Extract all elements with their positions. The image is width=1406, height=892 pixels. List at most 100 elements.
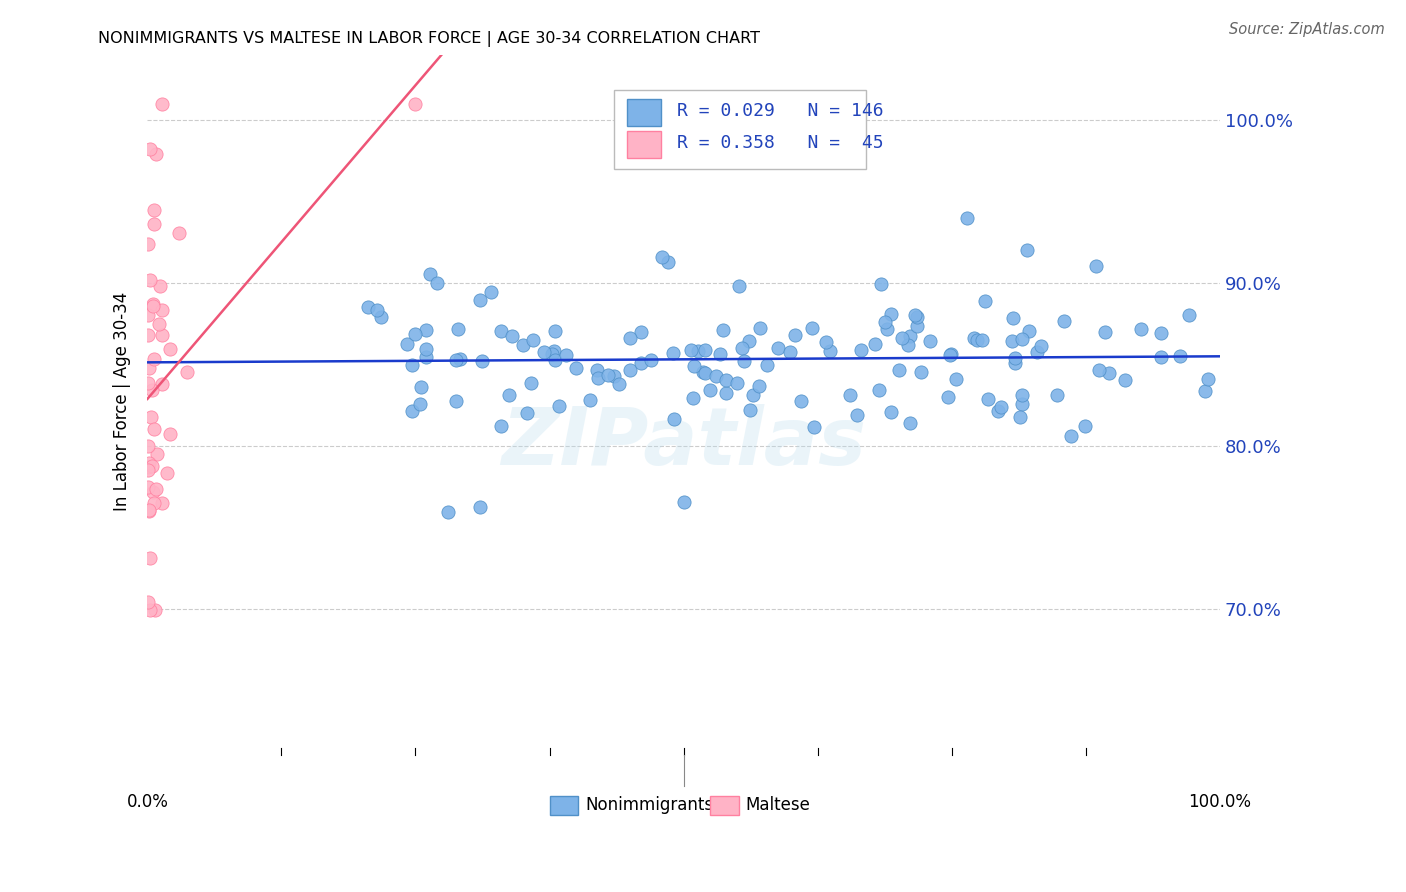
Point [1178, 308, 1201, 322]
Point [138, 439, 160, 453]
Point [138, 595, 160, 609]
Point [141, 458, 163, 473]
Point [1004, 351, 1026, 365]
Point [366, 303, 388, 318]
Point [138, 308, 160, 322]
Point [138, 602, 160, 616]
Point [887, 363, 910, 377]
Point [1170, 349, 1192, 363]
Point [512, 338, 534, 352]
Point [692, 365, 714, 379]
Point [447, 322, 470, 336]
Point [415, 323, 437, 337]
Point [939, 347, 962, 361]
Point [851, 343, 873, 357]
Point [1015, 243, 1038, 257]
Point [547, 399, 569, 413]
Point [468, 500, 491, 514]
Point [145, 146, 167, 161]
Point [1094, 325, 1116, 339]
Point [733, 354, 755, 368]
Point [709, 347, 731, 361]
Point [138, 376, 160, 391]
Point [150, 496, 173, 510]
Point [150, 328, 173, 343]
Point [578, 392, 600, 407]
Point [501, 328, 523, 343]
Point [672, 495, 695, 509]
Point [138, 456, 160, 470]
Text: Source: ZipAtlas.com: Source: ZipAtlas.com [1229, 22, 1385, 37]
Point [143, 422, 166, 436]
Point [1074, 418, 1097, 433]
Point [405, 97, 427, 112]
Point [711, 323, 734, 337]
Point [489, 419, 512, 434]
Point [138, 463, 160, 477]
Point [945, 372, 967, 386]
Point [138, 237, 160, 252]
Point [987, 404, 1010, 418]
Point [820, 344, 842, 359]
Point [1018, 324, 1040, 338]
Point [748, 379, 770, 393]
Point [516, 406, 538, 420]
Point [1010, 409, 1032, 424]
Point [728, 278, 751, 293]
Point [657, 255, 679, 269]
Point [138, 328, 160, 343]
Text: Maltese: Maltese [745, 797, 811, 814]
Point [838, 388, 860, 402]
Point [146, 447, 169, 461]
Point [766, 341, 789, 355]
Point [522, 334, 544, 348]
Point [409, 379, 432, 393]
Point [1197, 372, 1219, 386]
Point [543, 343, 565, 358]
Point [176, 366, 198, 380]
Point [662, 346, 685, 360]
Point [415, 342, 437, 356]
Point [142, 203, 165, 218]
Text: ZIPatlas: ZIPatlas [501, 404, 866, 482]
Point [1046, 388, 1069, 402]
Point [640, 353, 662, 368]
Point [731, 341, 754, 355]
Point [879, 404, 901, 418]
FancyBboxPatch shape [710, 796, 740, 815]
Point [159, 426, 181, 441]
Text: Nonimmigrants: Nonimmigrants [585, 797, 713, 814]
Point [152, 97, 174, 112]
Point [990, 400, 1012, 414]
Point [683, 359, 706, 374]
Point [897, 338, 920, 352]
Point [1053, 314, 1076, 328]
FancyBboxPatch shape [627, 100, 661, 126]
Point [742, 388, 765, 402]
Point [716, 372, 738, 386]
Point [749, 321, 772, 335]
Point [138, 503, 160, 517]
Point [426, 277, 449, 291]
Point [977, 392, 1000, 406]
Point [401, 404, 423, 418]
Point [544, 353, 567, 368]
Point [918, 334, 941, 349]
Point [607, 377, 630, 392]
Point [145, 482, 167, 496]
Point [479, 285, 502, 299]
Point [598, 368, 620, 382]
Point [910, 365, 932, 379]
Point [167, 226, 190, 240]
Point [1098, 366, 1121, 380]
Point [142, 217, 165, 231]
Point [554, 348, 576, 362]
Point [1088, 362, 1111, 376]
Text: NONIMMIGRANTS VS MALTESE IN LABOR FORCE | AGE 30-34 CORRELATION CHART: NONIMMIGRANTS VS MALTESE IN LABOR FORCE … [98, 31, 761, 47]
Point [1114, 373, 1136, 387]
Point [905, 310, 928, 324]
Point [139, 273, 162, 287]
Point [444, 353, 467, 368]
Point [405, 326, 427, 341]
Point [150, 303, 173, 318]
